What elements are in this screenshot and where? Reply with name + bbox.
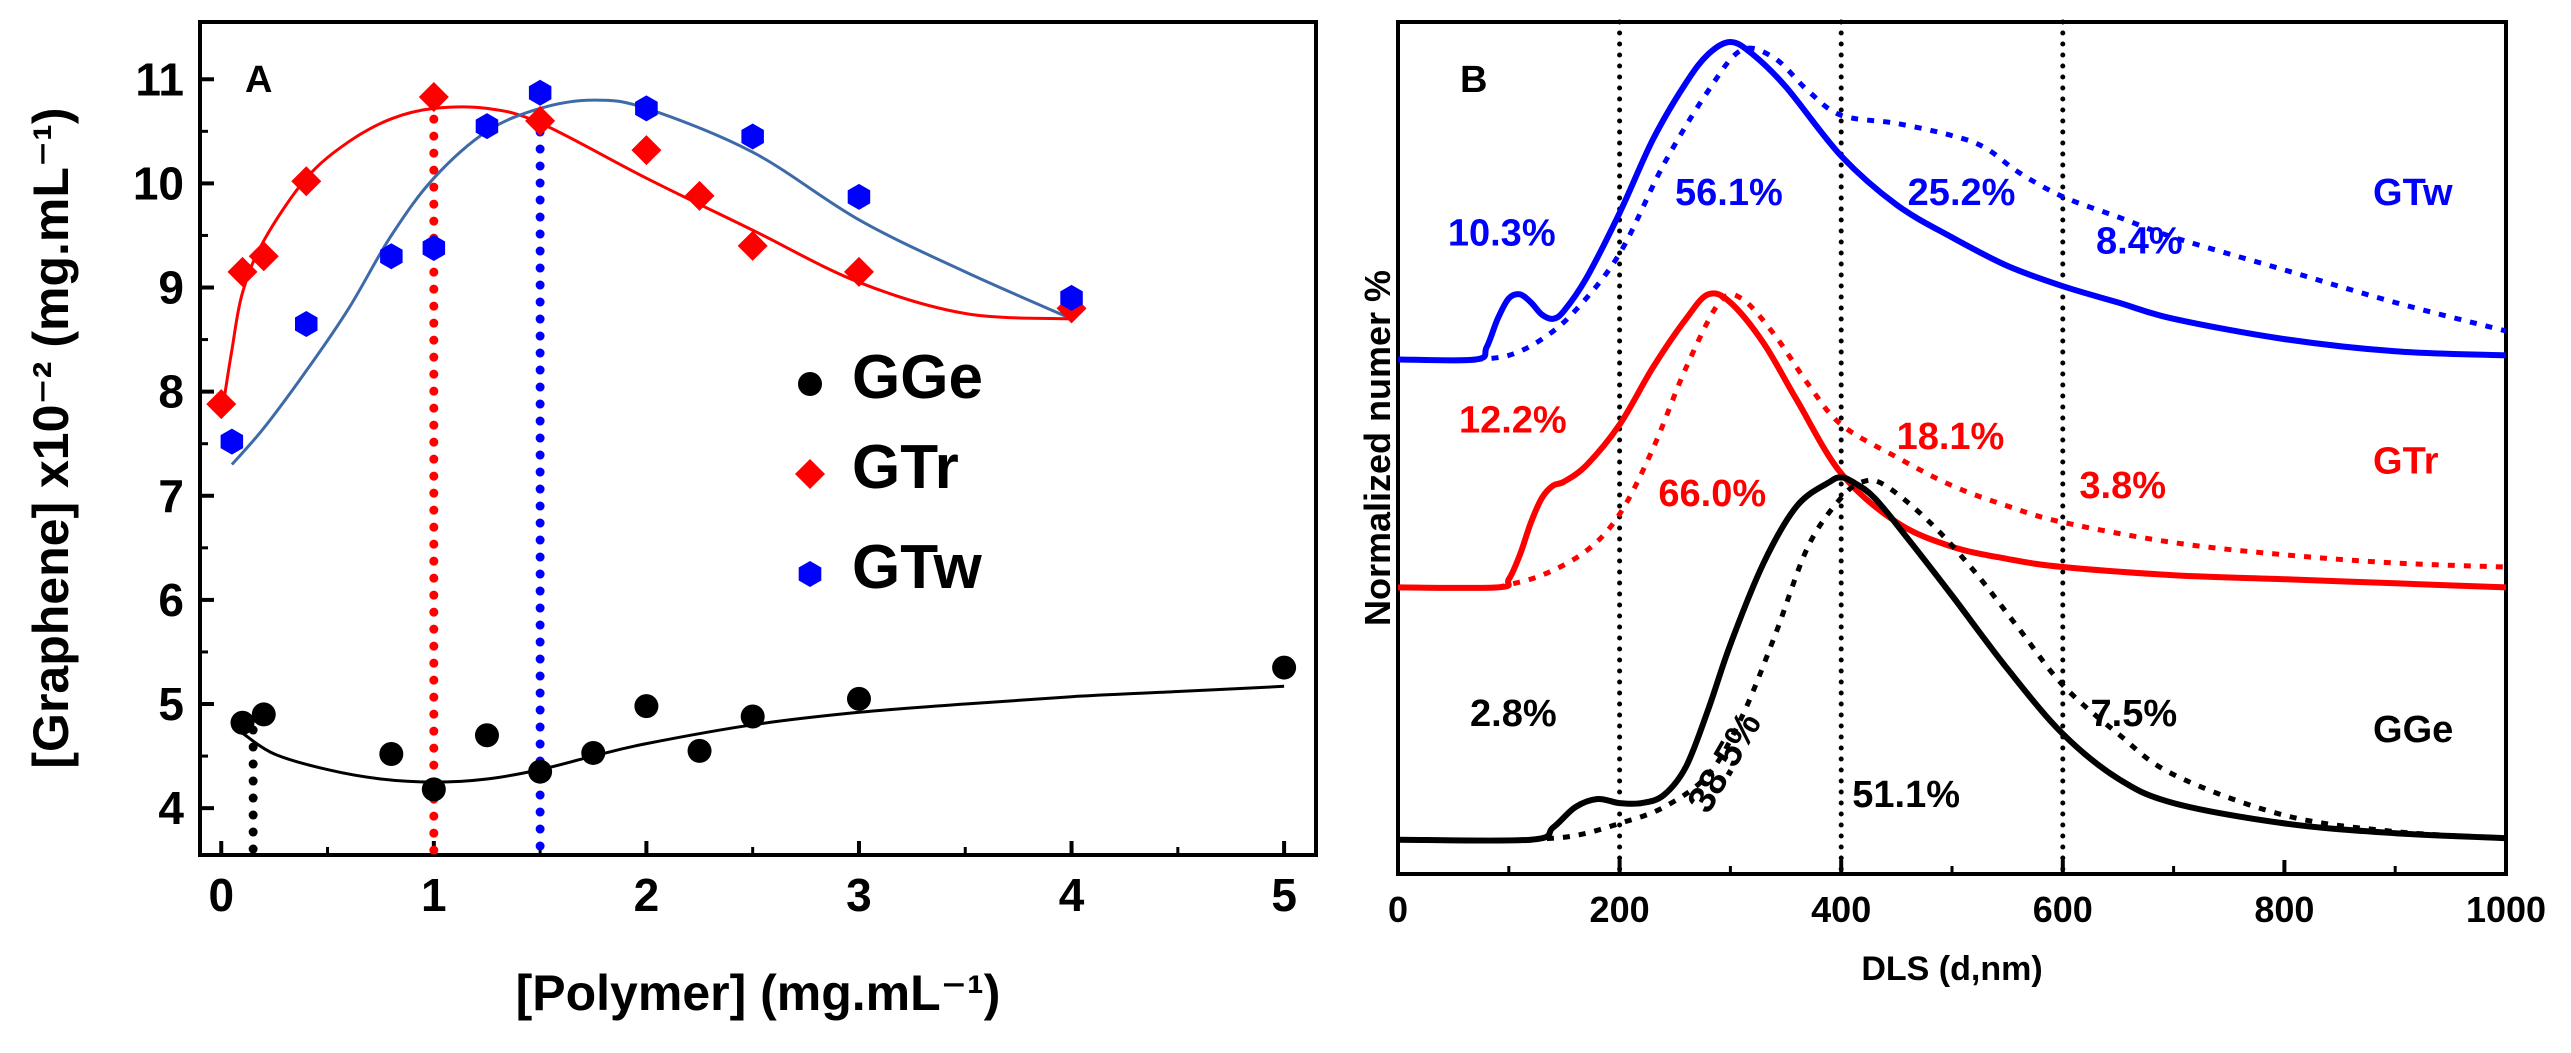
gtr-dashed-curve [1497,291,2507,590]
legend-label-gtr: GTr [852,433,959,502]
gge-point [528,759,553,784]
y-tick-label: 8 [158,366,184,418]
gtw-point [380,243,403,270]
panel-a-points [206,79,1297,802]
gge-dashed-curve [1530,477,2507,843]
x-tick-label: 200 [1590,889,1650,930]
panel-a-x-axis-label: [Polymer] (mg.mL⁻¹) [516,965,1001,1021]
gge-point [379,741,404,766]
gtw-point [847,183,871,210]
annotation-label: 12.2% [1459,400,1567,442]
gge-point [474,723,499,748]
annotation-label: GTr [2373,440,2439,482]
gtr-point [227,256,258,287]
x-tick-label: 1 [421,869,447,921]
gge-point [846,686,871,711]
x-tick-label: 3 [846,869,872,921]
annotation-label: 10.3% [1448,213,1556,255]
panel-a-y-ticks: 4 5 6 7 8 9 10 11 [133,53,214,834]
annotation-label: 66.0% [1658,473,1766,515]
gtr-point [291,166,322,197]
y-tick-label: 10 [133,157,184,209]
annotation-label: 7.5% [2091,693,2178,735]
panel-a: A 4 5 6 7 8 9 10 11 0 1 2 3 4 5 GGe GTr GTw [Polymer] … [23,20,1318,1021]
gtr-point [737,230,768,261]
legend-marker-gtw [798,561,822,587]
gge-point [421,777,446,802]
annotation-label: 18.1% [1897,416,2005,458]
gtw-point [741,123,764,150]
panel-b-annotations: 10.3% 56.1% 25.2% 8.4% GTw 12.2% 66.0% 18.1% 3.8… [1448,172,2453,820]
annotation-label: 38.5% [1680,705,1770,819]
annotation-label: 3.8% [2079,465,2166,507]
panel-b-y-axis-label: Normalized numer % [1357,270,1398,626]
panel-a-fit-curves [219,98,1285,784]
gge-point [687,738,712,763]
gtr-point [206,389,237,420]
panel-b-label: B [1460,59,1487,101]
gge-point [581,740,606,765]
gge-point [1272,655,1297,680]
gtr-point [684,180,715,211]
panel-b-curves [1397,38,2507,844]
x-tick-label: 0 [1388,889,1408,930]
x-tick-label: 4 [1059,869,1085,921]
y-tick-label: 7 [158,470,184,522]
y-tick-label: 11 [135,53,184,105]
y-tick-label: 5 [158,678,184,730]
legend-marker-gge [798,372,822,396]
panel-a-label: A [245,59,272,101]
annotation-label: 56.1% [1675,172,1783,214]
panel-b-reference-lines [1617,19,2066,877]
gge-point [740,704,765,729]
gge-point [251,702,276,727]
gtw-curve [1397,38,2507,364]
gtr-point [248,241,279,272]
panel-a-legend: GGe GTr GTw [795,343,983,602]
gtr-point [843,256,874,287]
annotation-label: 8.4% [2096,221,2183,263]
annotation-label: GGe [2373,709,2453,751]
gge-point [634,694,659,719]
x-tick-label: 600 [2033,889,2093,930]
annotation-label: 25.2% [1908,172,2016,214]
legend-marker-gtr [795,459,825,489]
gtr-point [418,81,449,112]
gtw-point [220,428,244,455]
gtr-point [631,135,662,166]
x-tick-label: 1000 [2466,889,2546,930]
gtw-point [295,311,318,337]
y-tick-label: 6 [158,574,184,626]
gge-curve [1397,474,2507,844]
gtw-point [1060,284,1083,311]
panel-a-drop-lines [248,93,545,860]
annotation-label: GTw [2373,172,2453,214]
gtr-point [525,105,556,136]
annotation-label: 2.8% [1470,693,1557,735]
x-tick-label: 0 [208,869,234,921]
panel-a-x-ticks: 0 1 2 3 4 5 [208,841,1297,921]
x-tick-label: 2 [634,869,660,921]
gtw-point [635,95,658,122]
gtw-dashed-curve [1475,45,2507,362]
x-tick-label: 800 [2254,889,2314,930]
gtw-point [528,79,552,106]
panel-b-x-ticks: 0 200 400 600 800 1000 [1388,860,2546,930]
annotation-label: 51.1% [1852,774,1960,816]
panel-a-frame [198,20,1318,857]
y-tick-label: 4 [158,782,184,834]
legend-label-gtw: GTw [852,533,982,602]
x-tick-label: 5 [1271,869,1297,921]
panel-b: B 0 200 400 600 800 1000 10.3% 56.1% 25.2% 8.4% G… [1357,19,2546,988]
x-tick-label: 400 [1811,889,1871,930]
gtw-point [422,235,446,261]
panel-b-x-axis-label: DLS (d,nm) [1861,950,2042,988]
gtw-point [475,113,499,140]
legend-label-gge: GGe [852,343,983,412]
gge-fit-curve [241,684,1285,784]
panel-a-y-axis-label: [Graphene] x10⁻² (mg.mL⁻¹) [23,107,79,768]
y-tick-label: 9 [158,262,184,314]
gge-point [230,710,255,735]
